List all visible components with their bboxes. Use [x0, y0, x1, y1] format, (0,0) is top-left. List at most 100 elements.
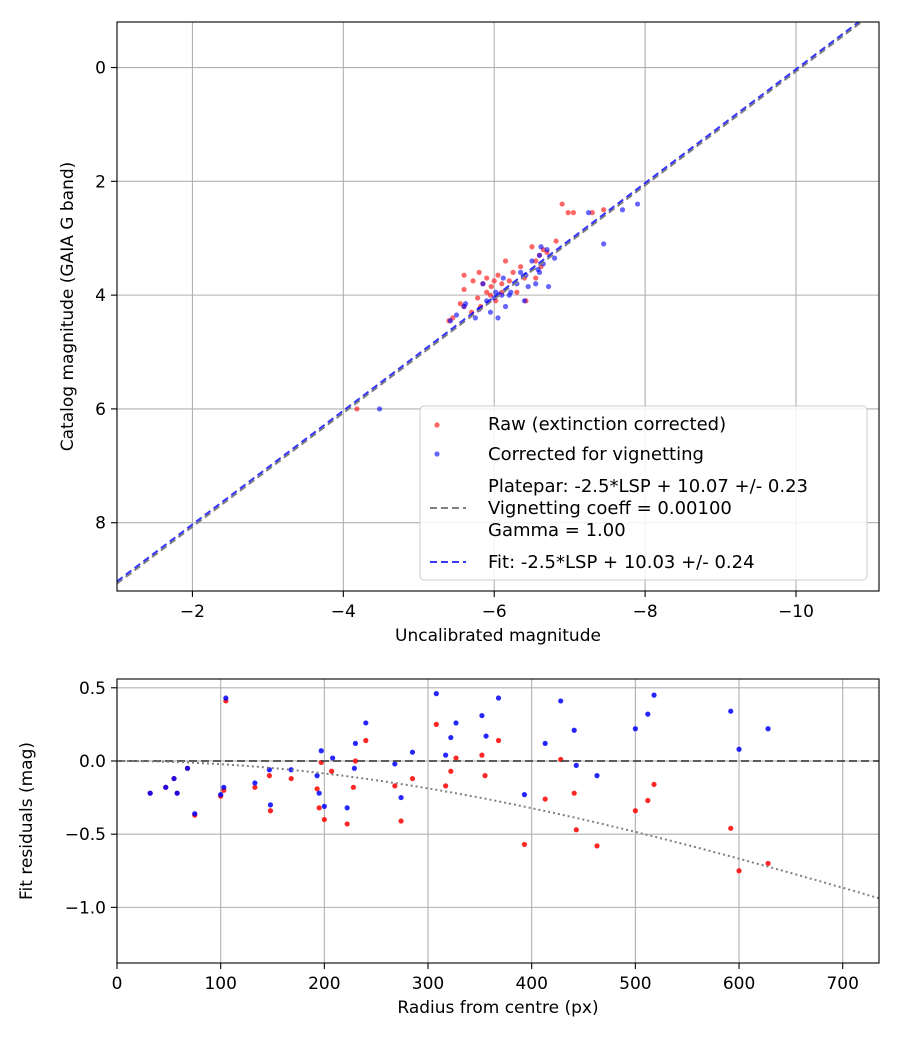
legend-raw-label: Raw (extinction corrected) — [488, 414, 726, 435]
top-y-tick-label: 2 — [95, 172, 106, 192]
corrected-residual-point — [479, 712, 485, 719]
corrected-point — [551, 255, 558, 261]
corrected-residual-point — [184, 765, 191, 771]
top-x-tick-label: −4 — [331, 602, 356, 622]
bottom-x-tick-label: 600 — [723, 974, 755, 994]
bottom-y-tick-label: 0.0 — [79, 752, 106, 772]
raw-point — [484, 275, 490, 281]
corrected-point — [585, 210, 592, 216]
top-x-tick-label: −2 — [180, 602, 205, 622]
top-y-tick-label: 6 — [95, 400, 106, 420]
raw-residual-point — [352, 758, 359, 764]
corrected-residual-point — [316, 790, 322, 796]
corrected-point — [521, 298, 528, 304]
top-y-tick-label: 8 — [95, 514, 106, 534]
corrected-point — [518, 269, 524, 275]
corrected-residual-point — [483, 733, 489, 739]
corrected-residual-point — [221, 784, 227, 790]
corrected-point — [536, 269, 543, 275]
corrected-point — [472, 315, 478, 321]
raw-point — [506, 278, 512, 284]
raw-point — [529, 244, 535, 250]
corrected-point — [499, 292, 505, 298]
raw-residual-point — [736, 868, 742, 874]
raw-residual-point — [266, 773, 272, 779]
legend-raw-marker — [434, 422, 440, 428]
corrected-residual-point — [728, 708, 734, 714]
raw-point — [491, 278, 497, 284]
raw-residual-point — [288, 775, 294, 782]
corrected-point — [601, 241, 607, 247]
raw-point — [510, 269, 516, 275]
platepar-line — [117, 22, 864, 585]
raw-residual-point — [521, 841, 528, 848]
raw-residual-point — [728, 825, 734, 831]
corrected-residual-point — [267, 802, 274, 808]
bottom-y-axis-label: Fit residuals (mag) — [17, 742, 37, 900]
raw-residual-point — [267, 808, 274, 814]
corrected-points-series — [376, 201, 641, 412]
corrected-residual-point — [330, 755, 336, 761]
bottom-plot-area — [117, 691, 879, 900]
corrected-residual-point — [495, 695, 502, 701]
corrected-residual-point — [321, 803, 327, 809]
legend-fit-label: Fit: -2.5*LSP + 10.03 +/- 0.24 — [488, 552, 755, 573]
vignetting-model-curve — [117, 760, 879, 900]
raw-point — [499, 281, 505, 287]
bottom-x-tick-label: 0 — [112, 974, 123, 994]
corrected-residual-point — [573, 762, 579, 768]
raw-residual-point — [448, 768, 454, 774]
corrected-point — [502, 303, 509, 310]
bottom-x-tick-label: 300 — [412, 974, 444, 994]
bottom-y-tick-label: 0.5 — [79, 679, 106, 699]
raw-residual-point — [392, 783, 398, 789]
raw-point — [461, 272, 467, 278]
residuals-scatter-chart: 0 100 200 300 400 500 600 700 0.5 0.0 −0.5 −1.0 Radi… — [17, 678, 880, 1018]
raw-point — [354, 406, 360, 412]
raw-point — [553, 238, 559, 244]
calibration-scatter-chart: −2 −4 −6 −8 −10 0 2 4 6 8 Uncalibrated magnitude Ca… — [58, 21, 880, 646]
raw-point — [487, 292, 494, 298]
corrected-residual-point — [252, 780, 258, 786]
raw-residual-point — [433, 721, 439, 727]
bottom-x-axis-label: Radius from centre (px) — [397, 998, 598, 1018]
top-plot-area — [117, 22, 864, 585]
corrected-residual-point — [344, 805, 350, 811]
corrected-residual-point — [363, 720, 369, 726]
corrected-residual-point — [443, 752, 449, 758]
raw-residual-point — [252, 784, 258, 790]
corrected-residual-point — [398, 794, 404, 801]
raw-residual-point — [344, 821, 350, 827]
raw-point — [514, 289, 520, 295]
corrected-residual-point — [163, 784, 169, 790]
bottom-x-tick-label: 200 — [308, 974, 340, 994]
raw-residual-point — [409, 775, 416, 782]
fit-line — [117, 22, 861, 583]
raw-residual-point — [594, 843, 600, 849]
raw-residual-point — [443, 783, 449, 789]
bottom-y-tick-label: −0.5 — [65, 825, 106, 845]
raw-residual-point — [651, 781, 657, 788]
corrected-residual-point — [542, 740, 548, 747]
corrected-residual-point — [651, 692, 657, 698]
corrected-residuals-series — [147, 691, 771, 817]
corrected-residual-point — [433, 691, 439, 697]
corrected-residual-point — [765, 726, 771, 732]
top-y-tick-label: 4 — [95, 286, 106, 306]
bottom-x-tick-label: 700 — [826, 974, 858, 994]
corrected-residual-point — [318, 748, 324, 754]
legend-corrected-label: Corrected for vignetting — [488, 444, 704, 465]
raw-residuals-series — [147, 698, 771, 874]
corrected-residual-point — [448, 734, 454, 741]
corrected-point — [508, 289, 514, 295]
bottom-x-tick-label: 100 — [204, 974, 236, 994]
raw-point — [559, 201, 565, 207]
corrected-residual-point — [223, 695, 229, 701]
corrected-point — [536, 252, 543, 258]
legend-box — [419, 405, 868, 581]
raw-point — [502, 258, 509, 264]
corrected-residual-point — [558, 698, 564, 704]
legend-platepar-label: Vignetting coeff = 0.00100 — [488, 498, 732, 519]
corrected-point — [462, 301, 469, 307]
